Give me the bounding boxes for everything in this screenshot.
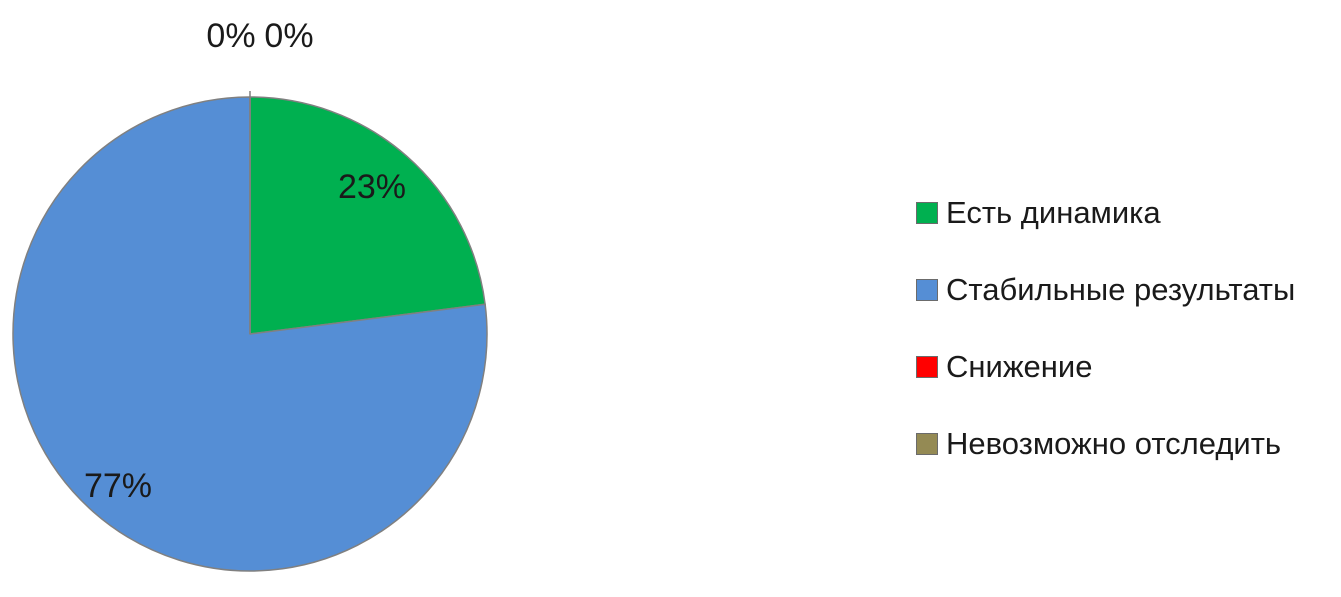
legend-item-stable: Стабильные результаты	[916, 271, 1295, 309]
legend-label-untrackable: Невозможно отследить	[946, 426, 1282, 461]
legend-swatch-untrackable	[916, 433, 938, 455]
legend-label-stable: Стабильные результаты	[946, 272, 1296, 307]
legend-swatch-stable	[916, 279, 938, 301]
data-label-untrackable: 0%	[264, 17, 313, 55]
data-label-dynamics: 23%	[338, 168, 406, 206]
slice-dynamics	[249, 96, 486, 335]
legend-swatch-decrease	[916, 356, 938, 378]
data-label-decrease: 0%	[206, 17, 255, 55]
pie-data-labels: 23% 77% 0% 0%	[84, 17, 406, 505]
legend-item-decrease: Снижение	[916, 348, 1295, 386]
legend-label-decrease: Снижение	[946, 349, 1093, 384]
legend-swatch-dynamics	[916, 202, 938, 224]
legend-item-untrackable: Невозможно отследить	[916, 425, 1295, 463]
pie-slices	[12, 91, 488, 572]
legend: Есть динамика Стабильные результаты Сниж…	[916, 194, 1295, 502]
data-label-stable: 77%	[84, 467, 152, 505]
legend-item-dynamics: Есть динамика	[916, 194, 1295, 232]
pie-chart: 23% 77% 0% 0%	[12, 17, 488, 572]
legend-label-dynamics: Есть динамика	[946, 195, 1161, 230]
